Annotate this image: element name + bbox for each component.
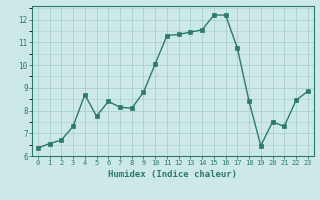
X-axis label: Humidex (Indice chaleur): Humidex (Indice chaleur) — [108, 170, 237, 179]
